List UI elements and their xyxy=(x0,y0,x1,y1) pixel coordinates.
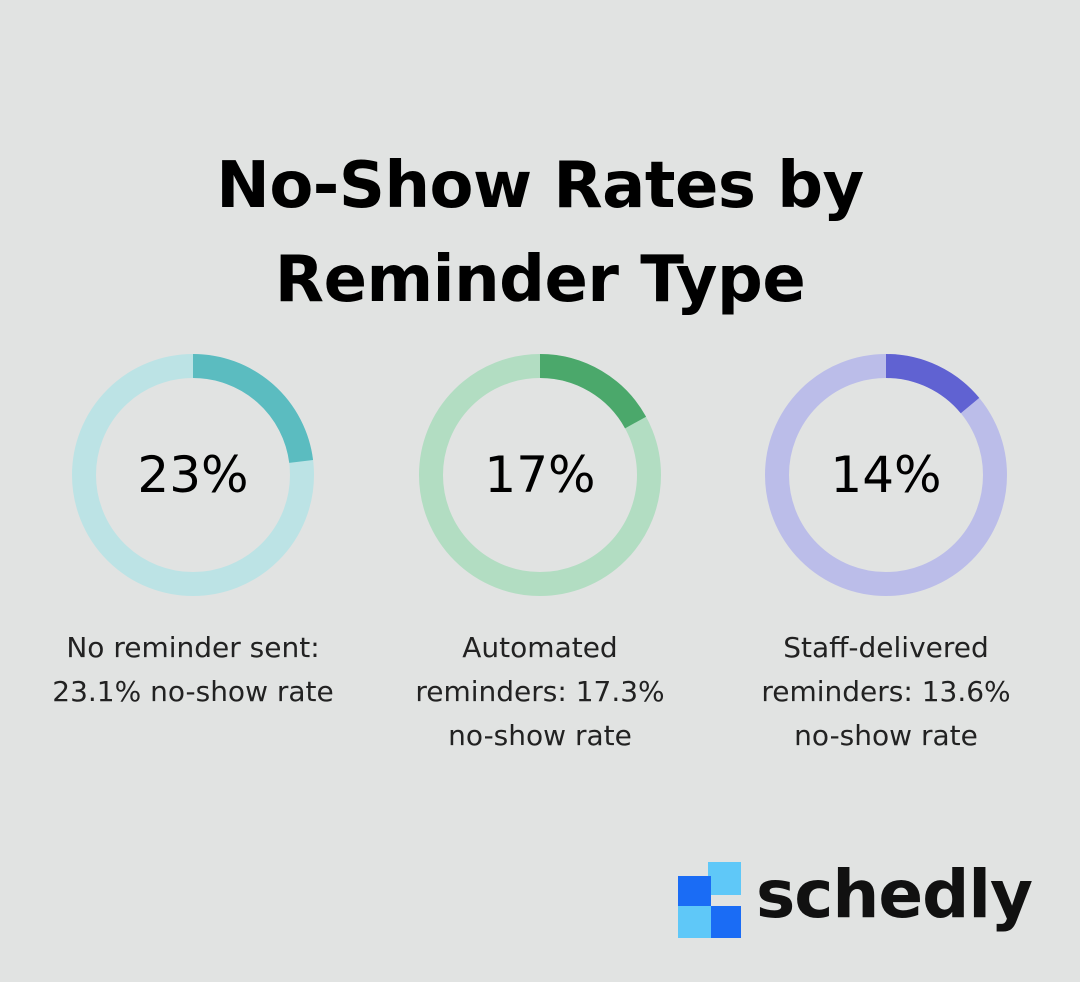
donut-chart-automated: 17% xyxy=(419,354,661,596)
caption-line: Staff-delivered xyxy=(783,631,989,664)
caption-line: 23.1% no-show rate xyxy=(52,675,334,708)
chart-title: No-Show Rates by Reminder Type xyxy=(0,139,1080,327)
donut-svg-no-reminder xyxy=(72,354,314,596)
logo-square-bottom-right xyxy=(711,906,741,938)
donut-svg-staff-delivered xyxy=(765,354,1007,596)
donut-value-label-automated: 17% xyxy=(484,446,596,504)
donut-chart-no-reminder: 23% xyxy=(72,354,314,596)
caption-line: Automated xyxy=(462,631,618,664)
caption-no-reminder: No reminder sent: 23.1% no-show rate xyxy=(28,626,358,714)
caption-line: No reminder sent: xyxy=(66,631,320,664)
donut-value-label-no-reminder: 23% xyxy=(137,446,249,504)
logo-square-top-right xyxy=(708,862,741,895)
donut-value-arc-no-reminder xyxy=(72,354,314,596)
caption-automated: Automated reminders: 17.3% no-show rate xyxy=(375,626,705,758)
donut-value-label-staff-delivered: 14% xyxy=(830,446,942,504)
caption-line: reminders: 13.6% xyxy=(761,675,1011,708)
donut-svg-automated xyxy=(419,354,661,596)
caption-line: no-show rate xyxy=(448,719,632,752)
chart-title-line-1: No-Show Rates by xyxy=(216,148,864,223)
donut-value-arc-automated xyxy=(419,354,661,596)
donut-chart-staff-delivered: 14% xyxy=(765,354,1007,596)
caption-staff-delivered: Staff-delivered reminders: 13.6% no-show… xyxy=(721,626,1051,758)
donut-value-arc-staff-delivered xyxy=(765,354,1007,596)
caption-line: reminders: 17.3% xyxy=(415,675,665,708)
chart-title-line-2: Reminder Type xyxy=(274,242,806,317)
brand-name: schedly xyxy=(756,856,1033,933)
logo-square-bottom-left xyxy=(678,906,711,938)
schedly-logo-icon xyxy=(678,862,741,938)
caption-line: no-show rate xyxy=(794,719,978,752)
brand-logo: schedly xyxy=(678,856,1058,942)
logo-square-top-left xyxy=(678,876,711,906)
